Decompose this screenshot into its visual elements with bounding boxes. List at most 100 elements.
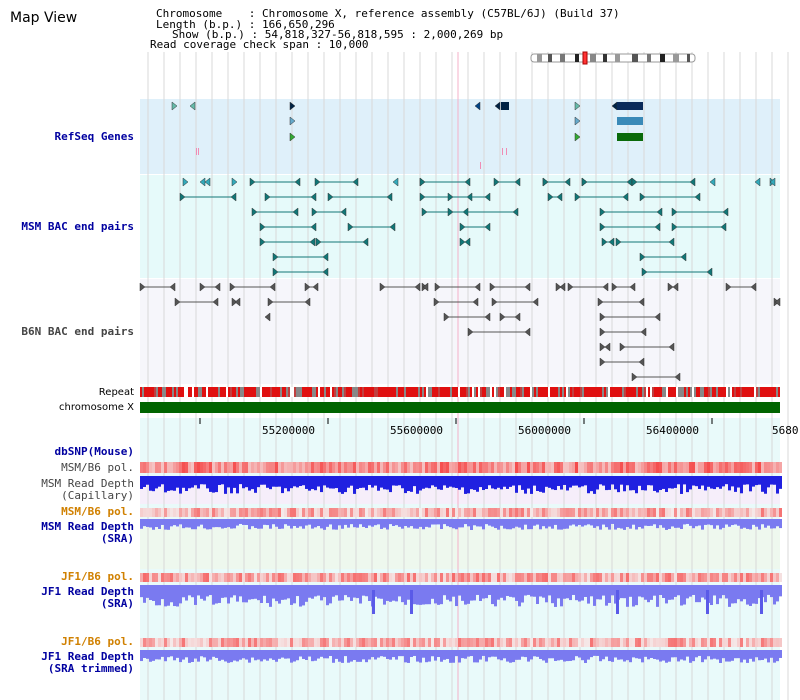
depth-bar [197,585,200,596]
depth-bar [764,519,767,528]
depth-bar [203,519,206,529]
depth-bar [551,650,554,659]
feature-arrow [484,312,491,322]
depth-bar [320,650,323,657]
pol-cell [431,638,434,647]
depth-bar [161,650,164,657]
depth-bar [143,519,146,527]
repeat-segment [526,387,528,397]
pol-cell [719,573,722,582]
pol-cell [182,462,185,473]
pol-cell [752,573,755,582]
depth-spike [616,590,619,614]
depth-bar [698,519,701,526]
msm-depth-capillary-label[interactable]: MSM Read Depth [41,477,134,490]
depth-bar [506,585,509,596]
pol-cell [221,573,224,582]
depth-bar [362,585,365,596]
feature-arrow [259,222,266,232]
depth-bar [380,650,383,657]
depth-bar [542,650,545,661]
depth-bar [326,585,329,606]
pol-cell [266,462,269,473]
repeat-segment [688,387,690,397]
depth-bar [386,476,389,490]
pol-cell [470,462,473,473]
pol-cell [422,462,425,473]
depth-bar [701,519,704,530]
jf1-depth-label[interactable]: JF1 Read Depth [41,585,134,598]
repeat-segment [584,387,586,397]
msm-bac-label[interactable]: MSM BAC end pairs [21,220,134,233]
depth-bar [572,476,575,486]
depth-bar [725,585,728,599]
feature-arrow [272,252,279,262]
depth-bar [437,650,440,658]
pol-cell [194,573,197,582]
pol-cell [317,508,320,517]
depth-bar [182,585,185,598]
pol-cell [320,573,323,582]
pol-cell [356,573,359,582]
feature-arrow [189,101,196,111]
pol-cell [299,573,302,582]
depth-bar [194,476,197,486]
pol-cell [575,508,578,517]
depth-bar [434,519,437,525]
depth-bar [308,476,311,491]
repeat-segment [544,387,546,397]
dbsnp-label[interactable]: dbSNP(Mouse) [54,445,134,458]
feature-arrow [421,207,428,217]
depth-bar [278,519,281,529]
depth-bar [605,650,608,657]
feature-arrow [689,177,696,187]
depth-bar [422,519,425,530]
feature-arrow [169,282,176,292]
pol-cell [632,462,635,473]
depth-bar [170,519,173,527]
depth-bar [473,650,476,663]
pol-cell [575,573,578,582]
pol-cell [299,462,302,473]
depth-bar [278,650,281,659]
pol-cell [707,573,710,582]
pol-cell [416,573,419,582]
pol-cell [503,508,506,517]
depth-bar [734,519,737,525]
pol-cell [365,508,368,517]
depth-bar [728,476,731,491]
jf1-trim-label[interactable]: JF1 Read Depth [41,650,134,663]
jf1-pol2-label[interactable]: JF1/B6 pol. [61,635,134,648]
depth-bar [575,585,578,601]
msm-pol-label[interactable]: MSM/B6 pol. [61,461,134,474]
msm-depth-sra-label[interactable]: MSM Read Depth [41,520,134,533]
depth-bar [665,650,668,663]
repeat-segment [154,387,156,397]
pol-cell [464,508,467,517]
pol-cell [563,638,566,647]
depth-bar [287,476,290,492]
scale-tick-label: 5680 [772,424,799,437]
pol-cell [200,462,203,473]
depth-bar [599,650,602,662]
depth-bar [506,650,509,662]
scale-tick-label: 55200000 [262,424,315,437]
refseq-genes-label[interactable]: RefSeq Genes [54,130,134,143]
depth-bar [479,476,482,488]
pol-cell [770,462,773,473]
feature-arrow [750,282,757,292]
repeat-segment [334,387,336,397]
feature-arrow [514,177,521,187]
pol-cell [269,508,272,517]
repeat-segment [710,387,712,397]
depth-bar [371,476,374,488]
b6n-bac-label[interactable]: B6N BAC end pairs [21,325,134,338]
pol-cell [710,508,713,517]
pol-cell [146,508,149,517]
jf1-pol-label[interactable]: JF1/B6 pol. [61,570,134,583]
pol-cell [374,638,377,647]
repeat-segment [478,387,480,397]
msm-pol2-label[interactable]: MSM/B6 pol. [61,505,134,518]
depth-bar [524,519,527,525]
repeat-segment [164,387,166,397]
